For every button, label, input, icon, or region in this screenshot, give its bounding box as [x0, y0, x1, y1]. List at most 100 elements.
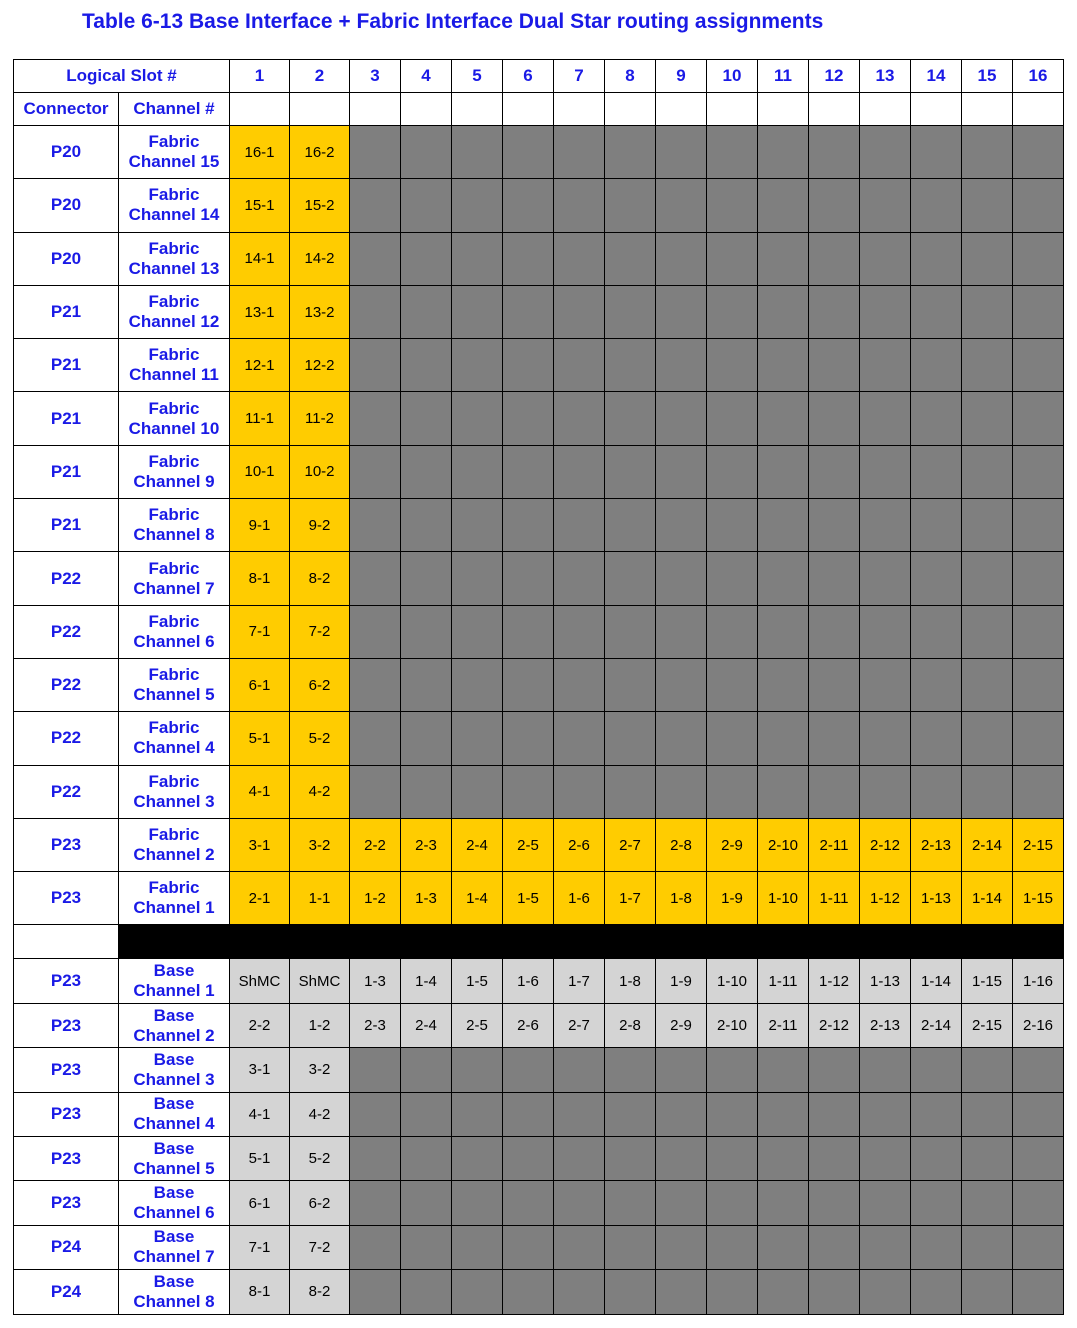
- assignment-cell: 1-4: [400, 958, 452, 1004]
- channel-label: Fabric Channel 10: [118, 391, 230, 446]
- unassigned-cell: [961, 391, 1013, 446]
- unassigned-cell: [451, 551, 503, 606]
- empty-header-cell: [400, 92, 452, 126]
- unassigned-cell: [961, 178, 1013, 233]
- slot-number-header: 11: [757, 59, 809, 93]
- unassigned-cell: [1012, 551, 1064, 606]
- unassigned-cell: [808, 124, 860, 180]
- unassigned-cell: [910, 1269, 962, 1315]
- unassigned-cell: [451, 1224, 503, 1271]
- assignment-cell: 7-2: [289, 604, 350, 659]
- unassigned-cell: [961, 764, 1013, 819]
- assignment-cell: 5-1: [229, 1136, 290, 1182]
- assignment-cell: 12-1: [229, 338, 290, 393]
- assignment-cell: 2-13: [910, 817, 962, 873]
- unassigned-cell: [400, 764, 452, 819]
- assignment-cell: 1-3: [349, 958, 401, 1004]
- connector-cell: P21: [13, 444, 119, 500]
- assignment-cell: 2-11: [757, 1002, 809, 1049]
- unassigned-cell: [706, 1091, 758, 1138]
- unassigned-cell: [604, 551, 656, 606]
- assignment-cell: 1-1: [289, 871, 350, 926]
- channel-label: Base Channel 2: [118, 1002, 230, 1049]
- unassigned-cell: [859, 498, 911, 553]
- channel-type: Fabric: [148, 611, 200, 631]
- assignment-cell: 2-9: [706, 817, 758, 873]
- unassigned-cell: [502, 1091, 554, 1138]
- unassigned-cell: [706, 1180, 758, 1226]
- unassigned-cell: [400, 1224, 452, 1271]
- channel-number: Channel 12: [128, 312, 220, 332]
- unassigned-cell: [808, 604, 860, 659]
- unassigned-cell: [706, 1269, 758, 1315]
- assignment-cell: 1-16: [1012, 958, 1064, 1004]
- unassigned-cell: [910, 231, 962, 286]
- assignment-cell: 10-1: [229, 444, 290, 500]
- channel-label: Fabric Channel 2: [118, 817, 230, 873]
- assignment-cell: 9-2: [289, 498, 350, 553]
- assignment-cell: 1-7: [553, 958, 605, 1004]
- unassigned-cell: [400, 604, 452, 659]
- empty-header-cell: [808, 92, 860, 126]
- assignment-cell: 2-13: [859, 1002, 911, 1049]
- unassigned-cell: [349, 444, 401, 500]
- unassigned-cell: [706, 657, 758, 713]
- unassigned-cell: [553, 124, 605, 180]
- unassigned-cell: [349, 231, 401, 286]
- connector-header: Connector: [13, 92, 119, 126]
- empty-header-cell: [910, 92, 962, 126]
- channel-type: Fabric: [148, 185, 200, 205]
- unassigned-cell: [451, 604, 503, 659]
- unassigned-cell: [451, 1047, 503, 1093]
- unassigned-cell: [808, 284, 860, 340]
- channel-label: Base Channel 7: [118, 1224, 230, 1271]
- slot-number-header: 16: [1012, 59, 1064, 93]
- unassigned-cell: [349, 1269, 401, 1315]
- empty-header-cell: [655, 92, 707, 126]
- assignment-cell: 2-2: [229, 1002, 290, 1049]
- unassigned-cell: [349, 1224, 401, 1271]
- channel-type: Fabric: [148, 451, 200, 471]
- channel-type: Fabric: [148, 398, 200, 418]
- unassigned-cell: [604, 1136, 656, 1182]
- fabric-row: P22 Fabric Channel 4 5-1 5-2: [13, 711, 1064, 766]
- channel-number: Channel 3: [133, 791, 215, 811]
- unassigned-cell: [859, 1136, 911, 1182]
- unassigned-cell: [655, 657, 707, 713]
- unassigned-cell: [553, 391, 605, 446]
- slot-number-header: 2: [289, 59, 350, 93]
- connector-cell: P23: [13, 817, 119, 873]
- unassigned-cell: [910, 551, 962, 606]
- unassigned-cell: [808, 764, 860, 819]
- unassigned-cell: [553, 1224, 605, 1271]
- unassigned-cell: [349, 1180, 401, 1226]
- unassigned-cell: [349, 391, 401, 446]
- unassigned-cell: [961, 498, 1013, 553]
- unassigned-cell: [400, 551, 452, 606]
- unassigned-cell: [400, 1091, 452, 1138]
- unassigned-cell: [451, 498, 503, 553]
- assignment-cell: 1-13: [859, 958, 911, 1004]
- unassigned-cell: [961, 1180, 1013, 1226]
- unassigned-cell: [1012, 124, 1064, 180]
- channel-number: Channel 6: [133, 1203, 215, 1223]
- connector-cell: P21: [13, 498, 119, 553]
- unassigned-cell: [553, 498, 605, 553]
- assignment-cell: 2-1: [229, 871, 290, 926]
- unassigned-cell: [706, 284, 758, 340]
- unassigned-cell: [859, 231, 911, 286]
- channel-type: Base: [153, 1094, 195, 1114]
- separator-row: [13, 924, 1064, 960]
- assignment-cell: 2-6: [502, 1002, 554, 1049]
- unassigned-cell: [451, 391, 503, 446]
- unassigned-cell: [451, 444, 503, 500]
- unassigned-cell: [1012, 178, 1064, 233]
- channel-number: Channel 5: [133, 685, 215, 705]
- routing-assignments-table: Logical Slot #1 2 3 4 5 6 7 8 9 10 11 12 13 14 15 16 Con…: [13, 59, 1064, 1315]
- unassigned-cell: [961, 551, 1013, 606]
- unassigned-cell: [706, 124, 758, 180]
- assignment-cell: 2-7: [553, 1002, 605, 1049]
- unassigned-cell: [910, 338, 962, 393]
- channel-label: Fabric Channel 15: [118, 124, 230, 180]
- unassigned-cell: [553, 338, 605, 393]
